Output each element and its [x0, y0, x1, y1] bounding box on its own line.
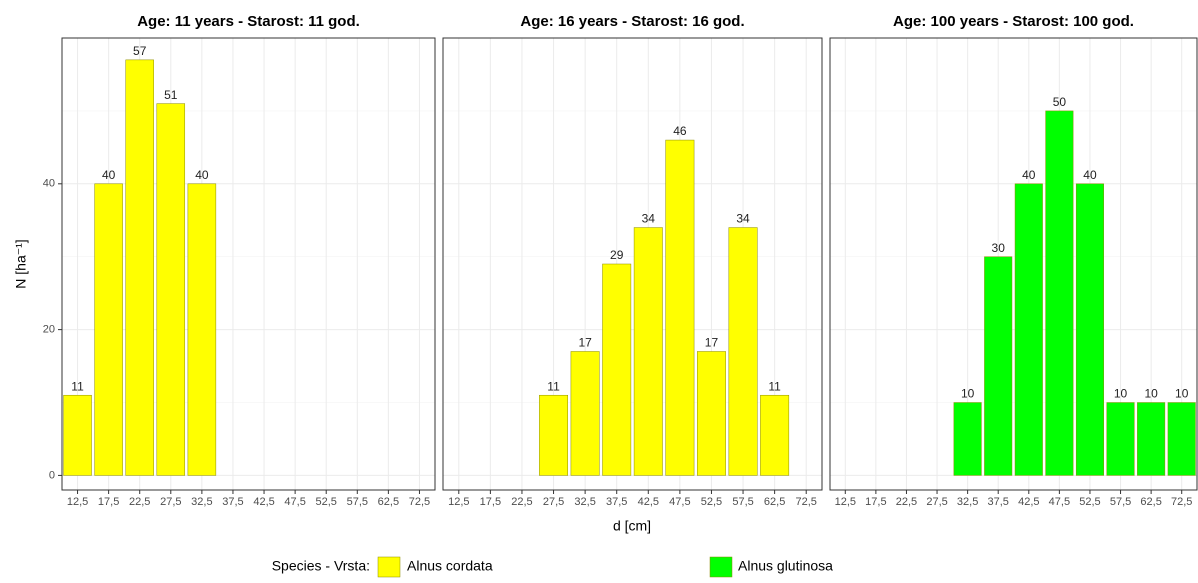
legend-title: Species - Vrsta:: [272, 558, 370, 574]
panel-title: Age: 16 years - Starost: 16 god.: [520, 13, 744, 30]
bar: [570, 351, 600, 476]
y-axis-label: N [ha⁻¹]: [13, 239, 29, 288]
panel-border: [61, 37, 436, 491]
value-label: 40: [195, 168, 209, 182]
x-tick-label: 27,5: [926, 496, 947, 508]
x-tick-label: 57,5: [732, 496, 753, 508]
bar: [1167, 402, 1196, 476]
x-tick-label: 37,5: [222, 496, 243, 508]
bar: [539, 394, 569, 476]
x-tick-label: 52,5: [1079, 496, 1100, 508]
x-tick-label: 57,5: [1110, 496, 1131, 508]
legend-label: Alnus glutinosa: [738, 558, 833, 574]
x-tick-label: 72,5: [795, 496, 816, 508]
bar: [187, 183, 217, 476]
x-tick-label: 17,5: [865, 496, 886, 508]
bar: [696, 351, 726, 476]
x-tick-label: 22,5: [896, 496, 917, 508]
x-tick-label: 22,5: [511, 496, 532, 508]
bar: [125, 59, 154, 476]
x-tick-label: 22,5: [129, 496, 150, 508]
bar: [63, 394, 92, 476]
x-tick-label: 57,5: [347, 496, 368, 508]
bar: [984, 256, 1013, 476]
panel-background: [830, 38, 1197, 490]
panel-background: [62, 38, 435, 490]
value-label: 57: [133, 44, 147, 58]
y-tick-label: 0: [49, 469, 55, 481]
value-label: 17: [578, 336, 592, 350]
x-tick-label: 47,5: [284, 496, 305, 508]
value-label: 10: [1175, 387, 1189, 401]
x-tick-label: 32,5: [957, 496, 978, 508]
bar: [1106, 402, 1135, 476]
bar: [633, 227, 663, 476]
x-tick-label: 17,5: [98, 496, 119, 508]
y-tick-label: 20: [43, 324, 55, 336]
x-tick-label: 47,5: [669, 496, 690, 508]
x-tick-label: 62,5: [764, 496, 785, 508]
bar: [94, 183, 123, 476]
x-tick-label: 32,5: [191, 496, 212, 508]
value-label: 29: [610, 248, 624, 262]
value-label: 10: [961, 387, 975, 401]
x-tick-label: 37,5: [606, 496, 627, 508]
x-tick-label: 12,5: [448, 496, 469, 508]
panel-border: [829, 37, 1198, 491]
value-label: 34: [736, 212, 750, 226]
bar: [1137, 402, 1166, 476]
panel-title: Age: 11 years - Starost: 11 god.: [137, 13, 360, 30]
value-label: 40: [1022, 168, 1036, 182]
bar: [1045, 110, 1074, 476]
x-tick-label: 42,5: [253, 496, 274, 508]
value-label: 40: [1083, 168, 1097, 182]
bar: [728, 227, 758, 476]
legend-swatch: [377, 556, 401, 578]
panel-background: [443, 38, 822, 490]
x-tick-label: 42,5: [1018, 496, 1039, 508]
x-tick-label: 72,5: [409, 496, 430, 508]
x-tick-label: 32,5: [574, 496, 595, 508]
x-tick-label: 62,5: [1140, 496, 1161, 508]
x-tick-label: 42,5: [638, 496, 659, 508]
x-tick-label: 47,5: [1049, 496, 1070, 508]
bar: [1014, 183, 1043, 476]
value-label: 50: [1053, 95, 1067, 109]
value-label: 10: [1114, 387, 1128, 401]
value-label: 34: [642, 212, 656, 226]
x-tick-label: 72,5: [1171, 496, 1192, 508]
x-axis-label: d [cm]: [613, 518, 651, 534]
bar: [760, 394, 790, 476]
x-tick-label: 62,5: [378, 496, 399, 508]
value-label: 11: [547, 379, 560, 393]
value-label: 46: [673, 124, 687, 138]
x-tick-label: 37,5: [987, 496, 1008, 508]
bar: [156, 103, 186, 476]
bar: [602, 263, 632, 476]
bar: [665, 139, 695, 476]
x-tick-label: 52,5: [315, 496, 336, 508]
x-tick-label: 27,5: [543, 496, 564, 508]
y-tick-label: 40: [43, 178, 55, 190]
x-tick-label: 12,5: [835, 496, 856, 508]
value-label: 11: [768, 379, 781, 393]
x-tick-label: 17,5: [480, 496, 501, 508]
bar: [1075, 183, 1104, 476]
x-tick-label: 27,5: [160, 496, 181, 508]
value-label: 17: [705, 336, 719, 350]
value-label: 40: [102, 168, 116, 182]
panel-border: [442, 37, 823, 491]
value-label: 10: [1144, 387, 1158, 401]
legend-swatch: [709, 556, 733, 578]
legend-label: Alnus cordata: [407, 558, 493, 574]
value-label: 51: [164, 88, 178, 102]
bar: [953, 402, 982, 476]
value-label: 11: [71, 379, 84, 393]
x-tick-label: 12,5: [67, 496, 88, 508]
value-label: 30: [992, 241, 1006, 255]
panel-title: Age: 100 years - Starost: 100 god.: [893, 13, 1134, 30]
x-tick-label: 52,5: [701, 496, 722, 508]
